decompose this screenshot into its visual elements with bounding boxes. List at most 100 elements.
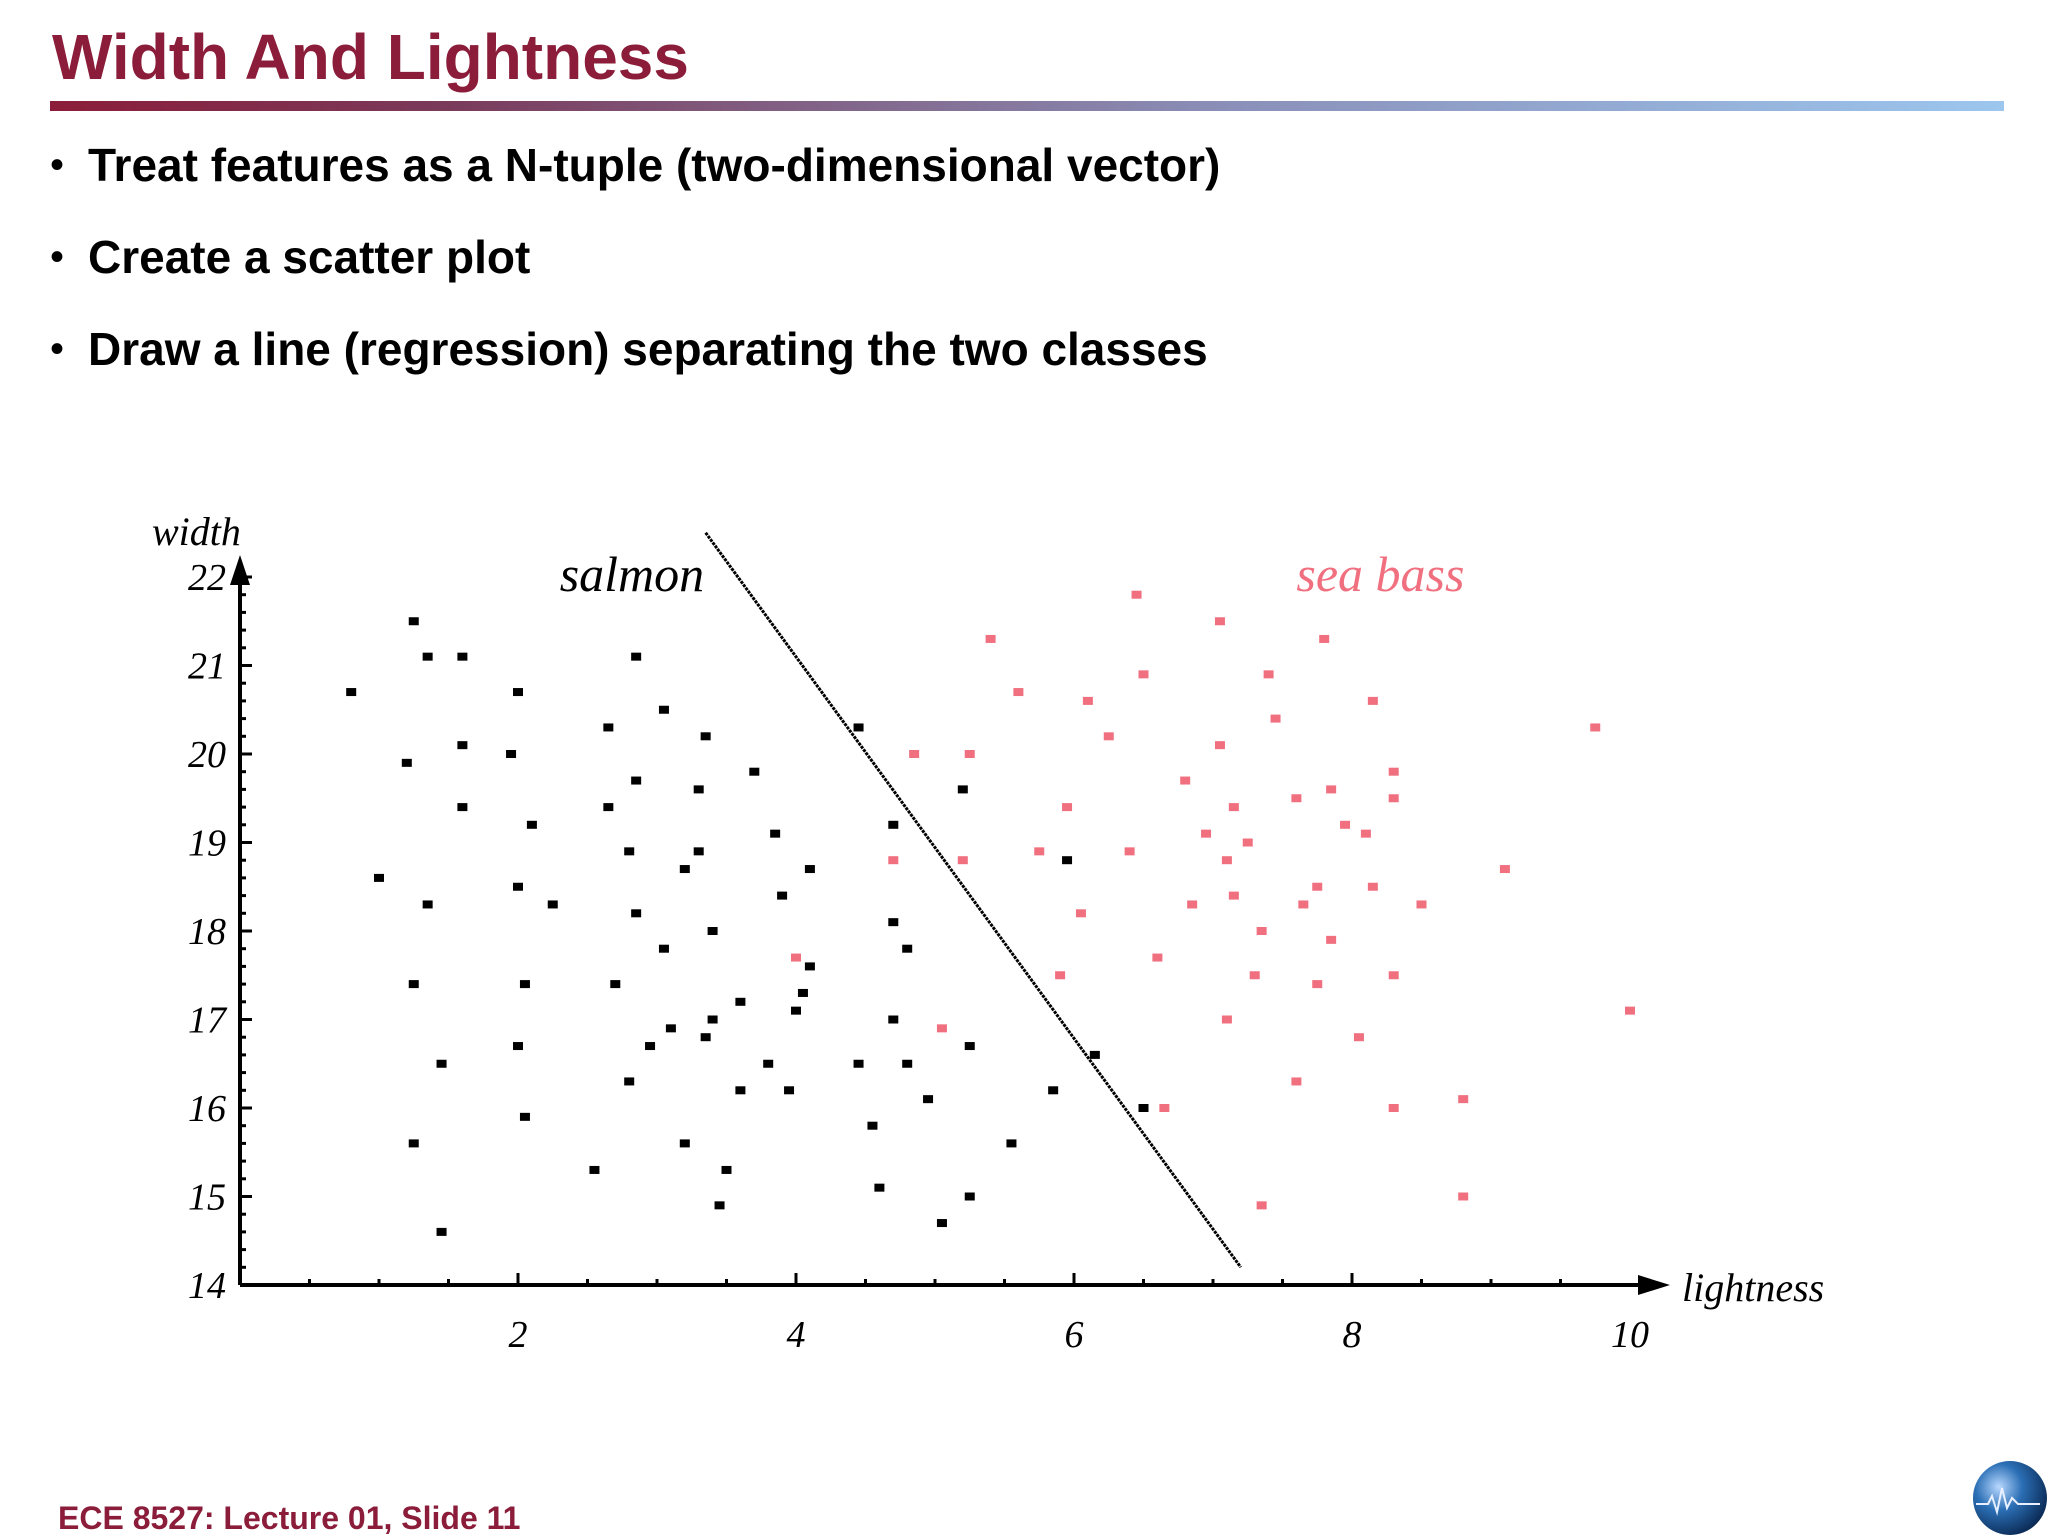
seabass-point: [1625, 1006, 1635, 1015]
salmon-point: [964, 1192, 975, 1201]
y-tick-label: 15: [188, 1177, 226, 1219]
bullet-text: Treat features as a N-tuple (two-dimensi…: [88, 139, 1221, 191]
seabass-point: [1249, 971, 1260, 980]
salmon-point: [457, 652, 468, 661]
bullet-dot-icon: •: [50, 327, 65, 371]
scatter-chart: 2 4 6 8 10 14 15 16 17 18 19 20 21 22 lightness widt…: [152, 509, 1824, 1356]
salmon-point: [513, 882, 523, 891]
salmon-point: [624, 847, 635, 856]
bullet-item: • Create a scatter plot: [50, 222, 1220, 314]
salmon-point: [804, 962, 815, 971]
salmon-point: [707, 1015, 718, 1024]
salmon-point: [714, 1201, 725, 1210]
salmon-point: [853, 1059, 864, 1068]
salmon-point: [770, 829, 781, 838]
salmon-point: [645, 1042, 656, 1051]
salmon-point: [923, 1095, 934, 1104]
seabass-label: sea bass: [1296, 546, 1464, 602]
globe-logo-icon: [1973, 1461, 2047, 1535]
seabass-point: [1221, 1015, 1232, 1024]
salmon-point: [658, 944, 669, 953]
salmon-point: [436, 1227, 447, 1236]
seabass-point: [888, 856, 899, 865]
salmon-point: [589, 1165, 600, 1174]
salmon-point: [964, 1042, 975, 1051]
salmon-point: [707, 927, 718, 935]
salmon-point: [603, 723, 614, 732]
y-tick-label: 14: [188, 1265, 226, 1307]
seabass-point: [1034, 847, 1045, 856]
x-tick-label: 8: [1343, 1314, 1362, 1356]
seabass-point: [1214, 617, 1225, 626]
seabass-point: [1187, 900, 1198, 909]
seabass-point: [1138, 670, 1149, 679]
salmon-point: [346, 688, 357, 697]
salmon-point: [436, 1059, 447, 1068]
salmon-point: [610, 980, 621, 989]
seabass-point: [1298, 900, 1309, 909]
y-tick-label: 19: [188, 823, 226, 865]
y-axis-label: width: [152, 509, 241, 554]
slide-title: Width And Lightness: [52, 21, 689, 93]
y-tick-label: 21: [188, 646, 226, 688]
seabass-point: [1353, 1033, 1364, 1042]
x-tick-label: 2: [509, 1314, 528, 1356]
y-tick-label: 17: [188, 1000, 228, 1042]
y-tick-label: 20: [188, 734, 226, 776]
salmon-point: [735, 997, 746, 1006]
seabass-point: [1312, 980, 1323, 989]
bullet-dot-icon: •: [50, 235, 65, 279]
bullet-item: • Draw a line (regression) separating the…: [50, 314, 1220, 406]
salmon-point: [853, 723, 864, 732]
seabass-point: [1388, 1104, 1399, 1112]
salmon-point: [631, 776, 642, 785]
seabass-point: [1416, 900, 1427, 909]
seabass-point: [1388, 971, 1399, 980]
salmon-point: [763, 1059, 774, 1068]
seabass-point: [1082, 696, 1093, 705]
salmon-point: [902, 1059, 913, 1068]
bullet-text: Create a scatter plot: [88, 231, 531, 283]
y-tick-labels: 14 15 16 17 18 19 20 21 22: [188, 557, 228, 1307]
decision-boundary-line: [704, 531, 1243, 1269]
salmon-point: [957, 785, 968, 794]
seabass-point: [1312, 882, 1323, 891]
seabass-point: [1013, 688, 1024, 697]
seabass-point: [1326, 785, 1337, 794]
title-divider: [50, 101, 2004, 111]
seabass-point: [964, 750, 975, 758]
salmon-point: [936, 1219, 947, 1228]
seabass-point: [957, 856, 968, 865]
y-tick-label: 22: [188, 557, 226, 599]
salmon-point: [749, 767, 760, 776]
seabass-point: [1263, 670, 1274, 679]
x-tick-label: 6: [1065, 1314, 1084, 1356]
salmon-point: [422, 652, 433, 661]
salmon-point: [721, 1165, 732, 1174]
salmon-point: [408, 1139, 419, 1148]
seabass-point: [1270, 714, 1281, 723]
salmon-point: [513, 688, 523, 697]
seabass-point: [936, 1024, 947, 1033]
salmon-point: [888, 820, 899, 829]
seabass-point: [1131, 590, 1142, 599]
seabass-points: [791, 590, 1635, 1210]
salmon-point: [519, 980, 530, 989]
seabass-point: [1159, 1104, 1170, 1112]
salmon-point: [624, 1077, 635, 1086]
salmon-point: [679, 865, 690, 874]
seabass-point: [1291, 794, 1302, 803]
salmon-point: [408, 617, 419, 626]
salmon-point: [693, 785, 704, 794]
seabass-point: [1458, 1192, 1469, 1201]
salmon-point: [1089, 1050, 1100, 1059]
seabass-point: [1062, 803, 1073, 812]
seabass-point: [1360, 829, 1371, 838]
seabass-point: [1499, 865, 1510, 874]
seabass-point: [1228, 891, 1239, 900]
salmon-point: [422, 900, 433, 909]
x-axis-arrow-icon: [1638, 1275, 1670, 1295]
seabass-point: [1256, 927, 1267, 935]
seabass-point: [1319, 634, 1330, 643]
bullet-text: Draw a line (regression) separating the …: [88, 323, 1208, 375]
